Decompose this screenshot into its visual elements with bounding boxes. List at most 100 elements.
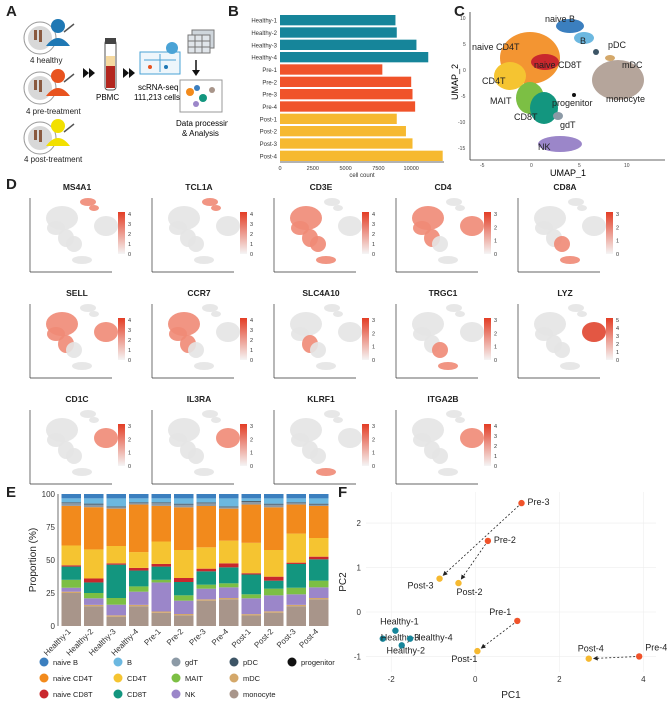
bar-post-2 xyxy=(280,126,406,137)
stack-post-1-monocyte xyxy=(241,615,261,626)
umap-ytick: -5 xyxy=(461,94,466,100)
umap-label-gdt: gdT xyxy=(560,120,576,130)
feature-plot-title: LYZ xyxy=(557,288,573,298)
y-axis-label: PC2 xyxy=(338,572,349,592)
stack-post-3-b xyxy=(286,498,306,503)
group-label-pre: 4 pre-treatment xyxy=(26,107,81,116)
legend-tick: 3 xyxy=(494,212,497,218)
bar-category-label: Post-2 xyxy=(260,130,278,136)
stack-healthy-4-naive-cd8t xyxy=(129,567,149,571)
umap-label-naive-cd4t: naive CD4T xyxy=(472,42,520,52)
stack-healthy-4-nk xyxy=(129,591,149,605)
umap-label-cd8t: CD8T xyxy=(514,112,538,122)
stack-pre-2-mait xyxy=(174,595,194,601)
panel-letter-f: F xyxy=(338,484,348,501)
umap-ylabel: UMAP_2 xyxy=(450,64,460,100)
stack-pre-4-mdc xyxy=(219,598,239,600)
bar-category-label: Pre-4 xyxy=(262,105,277,111)
legend-tick: 1 xyxy=(128,242,131,248)
panel-letter-a: A xyxy=(6,3,17,20)
point-label: Healthy-4 xyxy=(414,633,453,643)
stack-pre-2-b xyxy=(174,498,194,504)
feature-plot-canvas: 4 3 2 1 0 xyxy=(395,410,497,485)
cluster-pdc xyxy=(593,49,599,55)
legend-tick: 3 xyxy=(250,328,253,334)
legend-tick: 3 xyxy=(494,318,497,324)
feature-plot-canvas: 5 4 3 2 1 0 xyxy=(517,304,619,379)
legend-tick: 3 xyxy=(372,424,375,430)
stack-pre-2-nk xyxy=(174,600,194,614)
stack-pre-2-mdc xyxy=(174,614,194,616)
umap-ytick: 0 xyxy=(463,68,466,74)
stack-healthy-2-nk xyxy=(84,598,104,605)
stack-healthy-4-cd4t xyxy=(129,552,149,568)
stack-post-1-mait xyxy=(241,594,261,599)
legend-swatch xyxy=(229,689,239,699)
stack-pre-3-naive-b xyxy=(196,494,216,499)
legend-tick: 3 xyxy=(372,318,375,324)
stack-post-1-pdc xyxy=(241,501,261,502)
feature-plot-canvas: 4 3 2 1 0 xyxy=(29,304,131,379)
stack-post-1-b xyxy=(241,498,261,501)
point-healthy-4 xyxy=(406,635,414,642)
feature-plot-klrf1: KLRF1 3 2 1 0 xyxy=(266,390,386,490)
umap-xlabel: UMAP_1 xyxy=(550,168,586,178)
feature-plot-canvas: 3 2 1 0 xyxy=(273,410,375,485)
feature-plot-title: CD4 xyxy=(434,182,452,192)
x-tick-label: 4 xyxy=(641,675,646,684)
feature-plot-title: MS4A1 xyxy=(62,182,92,192)
group-label-healthy: 4 healthy xyxy=(30,56,62,65)
point-post-1 xyxy=(474,647,481,655)
legend-tick: 4 xyxy=(128,212,131,218)
stack-healthy-3-cd4t xyxy=(106,546,126,564)
bar-category-label: Healthy-4 xyxy=(251,56,277,62)
legend-swatch xyxy=(113,673,123,683)
stack-post-3-naive-cd4t xyxy=(286,504,306,534)
bar-category-label: Pre-3 xyxy=(262,93,277,99)
point-label: Post-4 xyxy=(578,644,604,654)
cluster-naive-cd8t xyxy=(531,54,559,70)
stack-post-3-naive-cd8t xyxy=(286,562,306,564)
x-tick-label: 0 xyxy=(278,166,281,172)
point-post-3 xyxy=(436,575,443,582)
stack-healthy-3-gdt xyxy=(106,507,126,509)
bar-post-1 xyxy=(280,113,397,124)
legend-tick: 0 xyxy=(372,252,375,258)
umap-ytick: 5 xyxy=(463,42,466,48)
point-label: Healthy-3 xyxy=(381,633,420,643)
stack-healthy-4-b xyxy=(129,498,149,503)
stack-healthy-1-pdc xyxy=(61,502,81,504)
stack-healthy-1-naive-b xyxy=(61,494,81,499)
feature-plot-title: TRGC1 xyxy=(428,288,458,298)
panel-f-pca-chart: -2 0 2 4 -1 0 1 2 Pre-3 Pre-2 Post-3 Post-2 Pre-1 Pos… xyxy=(338,492,667,701)
bar-post-4 xyxy=(280,150,443,161)
stack-healthy-3-naive-cd4t xyxy=(106,508,126,546)
x-tick-label: 5000 xyxy=(339,166,351,172)
patient-post-icon xyxy=(23,119,75,155)
down-arrow-head-icon xyxy=(192,70,200,76)
legend-tick: 1 xyxy=(494,239,497,245)
stack-pre-1-naive-b xyxy=(151,494,171,499)
y-tick-label: 100 xyxy=(42,490,56,499)
stack-pre-3-monocyte xyxy=(196,600,216,626)
stack-healthy-3-monocyte xyxy=(106,616,126,626)
stack-healthy-4-cd8t xyxy=(129,570,149,587)
cluster-b xyxy=(574,32,594,44)
x-tick-label: Post-1 xyxy=(230,627,253,650)
stack-post-1-naive-cd8t xyxy=(241,573,261,575)
stack-post-2-nk xyxy=(264,595,284,612)
panel-letter-b: B xyxy=(228,3,239,20)
legend-swatch xyxy=(39,689,49,699)
feature-plot-lyz: LYZ 5 4 3 2 1 0 xyxy=(510,284,630,384)
y-tick-label: 25 xyxy=(46,589,55,598)
cluster-mdc xyxy=(605,55,615,61)
patient-healthy-icon xyxy=(23,19,75,55)
stack-post-3-pdc xyxy=(286,502,306,504)
stack-post-4-naive-b xyxy=(309,494,329,499)
stack-post-4-nk xyxy=(309,587,329,598)
legend-label: naive B xyxy=(53,658,78,667)
x-tick-label: 2500 xyxy=(307,166,319,172)
stack-post-2-mait xyxy=(264,588,284,596)
point-pre-4 xyxy=(635,653,643,660)
